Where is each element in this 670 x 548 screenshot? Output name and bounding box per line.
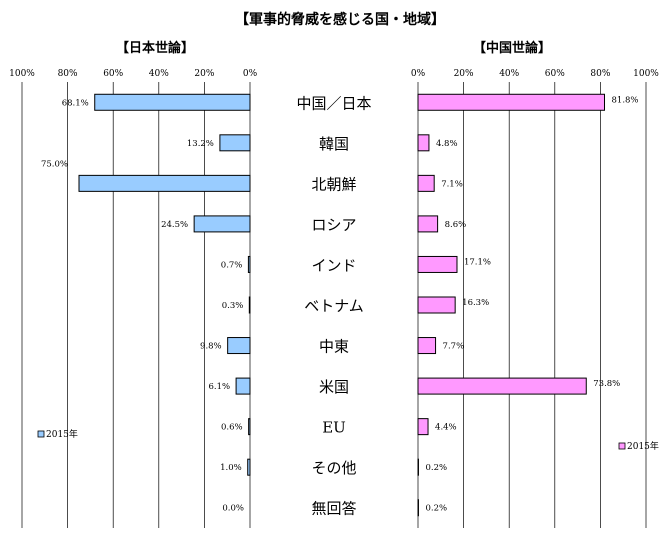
category-label: その他	[311, 459, 356, 477]
category-label: 無回答	[311, 500, 356, 518]
category-label: ベトナム	[304, 297, 364, 315]
right-bar	[418, 94, 605, 110]
left-bar	[194, 216, 250, 232]
left-bar	[79, 175, 250, 191]
left-tick-label: 60%	[103, 69, 123, 79]
category-label: 北朝鮮	[311, 175, 356, 193]
right-value-label: 17.1%	[464, 257, 491, 267]
left-panel-title: 【日本世論】	[116, 40, 194, 56]
category-label: インド	[311, 256, 356, 274]
right-value-label: 73.8%	[593, 379, 620, 389]
left-tick-label: 80%	[58, 69, 78, 79]
left-legend-label: 2015年	[46, 428, 78, 440]
right-tick-label: 40%	[499, 69, 519, 79]
right-value-label: 16.3%	[462, 298, 489, 308]
chart-main-title: 【軍事的脅威を感じる国・地域】	[235, 11, 445, 28]
left-value-label: 0.6%	[221, 423, 243, 433]
left-value-label: 1.0%	[220, 463, 242, 473]
left-tick-label: 20%	[194, 69, 214, 79]
left-value-label: 0.0%	[222, 504, 244, 514]
right-value-label: 81.8%	[612, 95, 639, 105]
left-bar	[249, 297, 250, 313]
left-tick-label: 40%	[149, 69, 169, 79]
category-label: 中東	[319, 338, 349, 356]
category-label: 韓国	[319, 135, 349, 153]
category-label: EU	[322, 419, 346, 437]
right-tick-label: 100%	[633, 69, 659, 79]
right-value-label: 4.8%	[436, 139, 458, 149]
right-value-label: 7.1%	[441, 179, 463, 189]
right-panel-title: 【中国世論】	[473, 40, 551, 56]
left-value-label: 13.2%	[187, 139, 214, 149]
right-tick-label: 80%	[590, 69, 610, 79]
left-bar	[95, 94, 250, 110]
left-bar	[220, 135, 250, 151]
right-value-label: 8.6%	[445, 220, 467, 230]
right-legend-swatch	[619, 443, 625, 449]
left-value-label: 24.5%	[161, 220, 188, 230]
left-bar	[249, 419, 250, 435]
right-value-label: 4.4%	[435, 423, 457, 433]
right-value-label: 0.2%	[425, 504, 447, 514]
left-legend-swatch	[38, 431, 44, 437]
right-bar	[418, 338, 436, 354]
category-label: 中国／日本	[296, 94, 371, 112]
right-bar	[418, 135, 429, 151]
left-tick-label: 100%	[9, 69, 35, 79]
right-bar	[418, 419, 428, 435]
left-value-label: 75.0%	[41, 159, 68, 169]
left-bar	[248, 256, 250, 272]
right-bar	[418, 256, 457, 272]
left-value-label: 0.7%	[221, 260, 243, 270]
right-value-label: 0.2%	[425, 463, 447, 473]
right-bar	[418, 378, 586, 394]
left-value-label: 68.1%	[62, 98, 89, 108]
right-tick-label: 20%	[454, 69, 474, 79]
right-bar	[418, 216, 438, 232]
right-bar	[418, 297, 455, 313]
category-label: ロシア	[311, 216, 356, 234]
right-tick-label: 60%	[545, 69, 565, 79]
left-value-label: 6.1%	[208, 382, 230, 392]
left-value-label: 0.3%	[222, 301, 244, 311]
category-label: 米国	[319, 378, 349, 396]
right-legend-label: 2015年	[627, 440, 659, 452]
left-bar	[248, 459, 250, 475]
right-bar	[418, 175, 434, 191]
left-bar	[236, 378, 250, 394]
right-tick-label: 0%	[411, 69, 426, 79]
left-bar	[228, 338, 250, 354]
left-tick-label: 0%	[243, 69, 258, 79]
left-value-label: 9.8%	[200, 342, 222, 352]
right-value-label: 7.7%	[443, 342, 465, 352]
